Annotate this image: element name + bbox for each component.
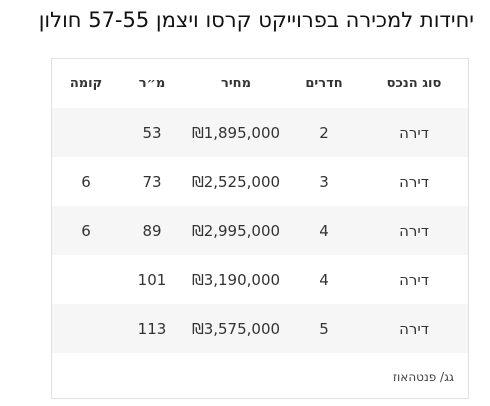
cell-area: 89 bbox=[120, 206, 184, 255]
header-property-type: סוג הנכס bbox=[386, 76, 442, 91]
header-floor: קומה bbox=[69, 76, 103, 91]
table-row: דירה 4 ₪3,190,000 101 bbox=[52, 255, 468, 304]
cell-rooms: 4 bbox=[288, 255, 360, 304]
cell-floor bbox=[52, 108, 120, 157]
cell-price: ₪3,575,000 bbox=[184, 304, 288, 353]
cell-rooms: 5 bbox=[288, 304, 360, 353]
table-footnote: גג/ פנטהאוז bbox=[392, 370, 454, 384]
cell-property-type: דירה bbox=[360, 157, 468, 206]
table-row: דירה 4 ₪2,995,000 89 6 bbox=[52, 206, 468, 255]
cell-area: 101 bbox=[120, 255, 184, 304]
cell-rooms: 3 bbox=[288, 157, 360, 206]
cell-rooms: 2 bbox=[288, 108, 360, 157]
cell-price: ₪2,525,000 bbox=[184, 157, 288, 206]
cell-property-type: דירה bbox=[360, 108, 468, 157]
header-price: מחיר bbox=[221, 76, 251, 91]
units-table-card: סוג הנכס חדרים מחיר מ״ר קומה דירה 2 ₪1,8… bbox=[51, 58, 469, 399]
cell-floor: 6 bbox=[52, 157, 120, 206]
cell-property-type: דירה bbox=[360, 304, 468, 353]
cell-price: ₪3,190,000 bbox=[184, 255, 288, 304]
cell-area: 73 bbox=[120, 157, 184, 206]
cell-floor bbox=[52, 304, 120, 353]
units-table: סוג הנכס חדרים מחיר מ״ר קומה דירה 2 ₪1,8… bbox=[52, 59, 468, 353]
header-rooms: חדרים bbox=[305, 76, 343, 91]
cell-area: 113 bbox=[120, 304, 184, 353]
table-row: דירה 2 ₪1,895,000 53 bbox=[52, 108, 468, 157]
table-row: דירה 5 ₪3,575,000 113 bbox=[52, 304, 468, 353]
cell-price: ₪1,895,000 bbox=[184, 108, 288, 157]
cell-area: 53 bbox=[120, 108, 184, 157]
cell-property-type: דירה bbox=[360, 206, 468, 255]
table-row: דירה 3 ₪2,525,000 73 6 bbox=[52, 157, 468, 206]
cell-price: ₪2,995,000 bbox=[184, 206, 288, 255]
cell-property-type: דירה bbox=[360, 255, 468, 304]
header-area: מ״ר bbox=[138, 76, 166, 91]
page-title: יחידות למכירה בפרוייקט קרסו ויצמן 57-55 … bbox=[38, 8, 474, 32]
cell-floor: 6 bbox=[52, 206, 120, 255]
cell-rooms: 4 bbox=[288, 206, 360, 255]
table-header-row: סוג הנכס חדרים מחיר מ״ר קומה bbox=[52, 59, 468, 108]
cell-floor bbox=[52, 255, 120, 304]
